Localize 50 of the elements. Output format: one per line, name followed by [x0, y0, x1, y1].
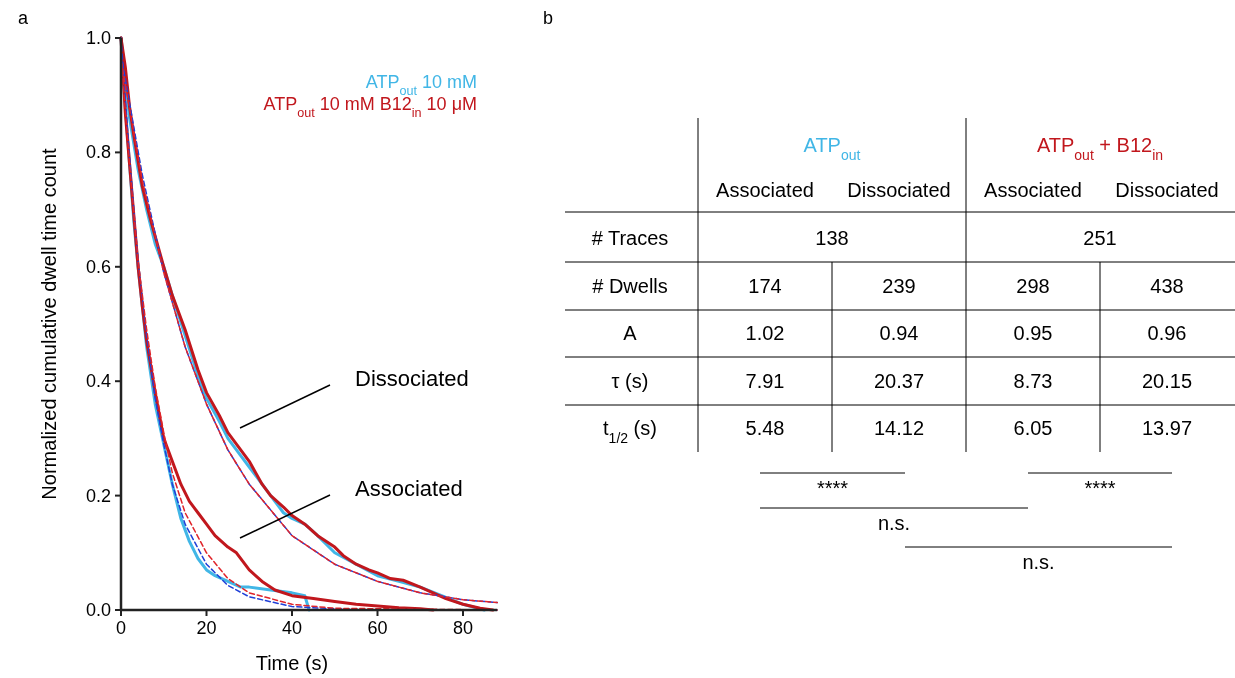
y-tick-label: 0.6	[85, 256, 111, 277]
text: n.s.	[877, 512, 911, 534]
x-tick-label: 0	[115, 618, 127, 638]
text: Dissociated	[847, 179, 951, 201]
text: ATP$_{out}$	[803, 134, 861, 163]
y-tick-label: 0.4	[85, 371, 111, 392]
text: # Dwells	[592, 275, 668, 297]
x-tick-label: 20	[196, 618, 217, 638]
text: 20.37	[873, 370, 925, 392]
text: 138	[815, 227, 849, 249]
y-tick-label: 0.8	[85, 142, 111, 163]
text: A	[623, 322, 638, 344]
x-tick-label: 40	[281, 618, 303, 638]
text: b	[543, 8, 554, 28]
text: 20.15	[1141, 370, 1193, 392]
y-tick-label: 0.2	[85, 485, 111, 506]
y-tick-label: 0.0	[85, 600, 111, 620]
text: 251	[1083, 227, 1117, 249]
y-tick-label: 1.0	[85, 28, 111, 48]
text: 0.95	[1013, 322, 1053, 344]
text: ****	[1084, 477, 1116, 499]
text: n.s.	[1022, 551, 1055, 573]
y-axis-title: Normalized cumulative dwell time count	[38, 147, 60, 500]
text: 7.91	[745, 370, 785, 392]
text: 14.12	[873, 417, 925, 439]
chart-title: a	[18, 8, 29, 28]
text: 1.02	[745, 322, 785, 344]
x-tick-label: 80	[452, 618, 474, 638]
text: 6.05	[1013, 417, 1053, 439]
text: t$_{1/2}$ (s)	[603, 417, 657, 446]
text: Dissociated	[1115, 179, 1219, 201]
text: 174	[748, 275, 782, 297]
text: ATP$_{out}$ + B12$_{in}$	[1036, 134, 1164, 163]
text: 438	[1150, 275, 1184, 297]
text: ****	[816, 477, 849, 499]
text: Associated	[716, 179, 814, 201]
text: 8.73	[1013, 370, 1053, 392]
text: 0.94	[879, 322, 919, 344]
text: 13.97	[1141, 417, 1193, 439]
annotation: Dissociated	[355, 366, 469, 391]
text: 298	[1016, 275, 1050, 297]
text: τ (s)	[611, 370, 649, 392]
text: 0.96	[1147, 322, 1187, 344]
text: # Traces	[591, 227, 669, 249]
annotation: Associated	[355, 476, 463, 501]
x-tick-label: 60	[367, 618, 388, 638]
x-axis-title: Time (s)	[255, 652, 329, 674]
text: Associated	[984, 179, 1082, 201]
text: 239	[882, 275, 916, 297]
text: 5.48	[745, 417, 785, 439]
